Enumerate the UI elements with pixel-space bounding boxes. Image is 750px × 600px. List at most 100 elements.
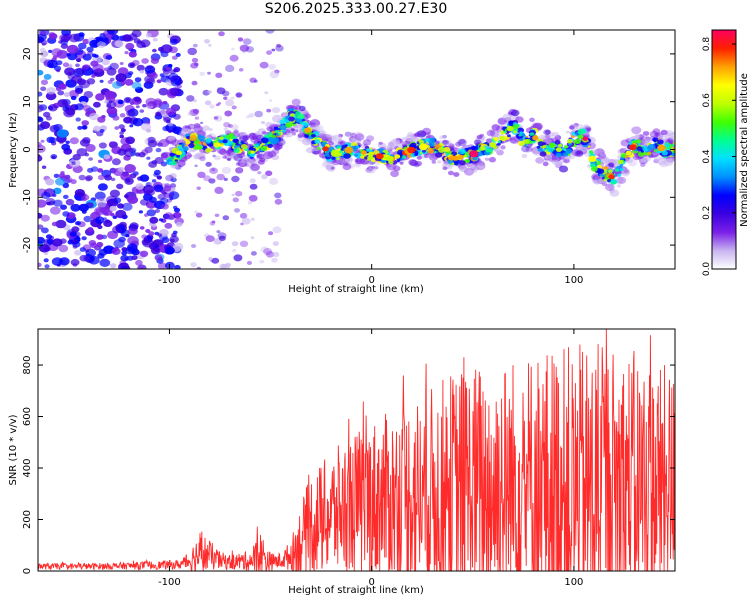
noise-speckle — [96, 41, 106, 49]
noise-speckle — [68, 33, 81, 43]
noise-speckle — [79, 247, 86, 252]
noise-speckle — [140, 39, 151, 48]
noise-speckle — [71, 75, 83, 84]
signal-peak — [588, 155, 597, 162]
noise-speckle — [271, 48, 276, 52]
noise-speckle — [168, 73, 179, 82]
noise-speckle — [62, 182, 70, 189]
signal-ridge — [366, 148, 371, 152]
noise-speckle — [38, 224, 44, 230]
noise-speckle — [95, 216, 105, 224]
signal-peak — [577, 134, 584, 140]
signal-ridge — [459, 160, 466, 166]
noise-speckle — [63, 108, 75, 118]
signal-halo — [667, 137, 674, 143]
noise-speckle — [145, 97, 157, 107]
signal-halo — [181, 127, 191, 136]
noise-speckle — [141, 234, 148, 239]
noise-speckle — [266, 50, 273, 55]
noise-speckle — [239, 44, 250, 52]
signal-ridge — [285, 122, 293, 128]
signal-peak — [625, 150, 632, 156]
signal-halo — [230, 151, 239, 159]
signal-halo — [367, 167, 376, 174]
noise-speckle — [216, 87, 226, 95]
signal-peak — [458, 154, 464, 160]
noise-speckle — [101, 59, 110, 66]
noise-speckle — [51, 257, 64, 266]
signal-ridge — [614, 168, 620, 172]
signal-halo — [202, 125, 210, 131]
signal-halo — [297, 134, 303, 138]
signal-ridge — [643, 152, 648, 156]
noise-speckle — [265, 251, 275, 258]
noise-speckle — [272, 241, 279, 247]
noise-speckle — [110, 212, 115, 217]
signal-peak — [367, 151, 374, 157]
signal-ridge — [288, 116, 295, 122]
noise-speckle — [225, 99, 235, 107]
signal-halo — [328, 141, 334, 146]
noise-speckle — [246, 115, 250, 119]
noise-speckle — [269, 70, 280, 79]
signal-ridge — [204, 148, 212, 153]
signal-halo — [224, 153, 234, 161]
noise-speckle — [241, 217, 251, 225]
spectrogram-y-tick-label: 10 — [22, 95, 33, 108]
noise-speckle — [51, 238, 63, 247]
signal-halo — [371, 166, 375, 169]
noise-speckle — [165, 66, 171, 71]
signal-halo — [267, 150, 277, 158]
signal-ridge — [500, 131, 505, 135]
noise-speckle — [223, 177, 228, 181]
signal-ridge — [512, 130, 517, 134]
signal-ridge — [370, 158, 376, 163]
noise-speckle — [77, 125, 83, 130]
signal-halo — [509, 136, 515, 141]
signal-halo — [509, 138, 517, 144]
signal-ridge — [183, 146, 189, 151]
noise-speckle — [167, 129, 173, 133]
noise-speckle — [98, 142, 107, 149]
noise-speckle — [221, 166, 232, 174]
signal-halo — [458, 163, 466, 170]
noise-speckle — [253, 79, 258, 83]
signal-ridge — [512, 124, 519, 130]
noise-speckle — [75, 67, 86, 76]
spectrogram-x-tick-label: 100 — [564, 275, 583, 286]
signal-halo — [568, 125, 575, 130]
colorbar-tick-label: 0.2 — [702, 206, 712, 220]
noise-speckle — [248, 194, 258, 202]
signal-ridge — [197, 146, 203, 150]
spectrogram-y-tick-label: -10 — [22, 189, 33, 205]
noise-speckle — [175, 52, 181, 57]
signal-halo — [332, 134, 342, 143]
noise-speckle — [116, 183, 124, 190]
noise-speckle — [205, 161, 212, 167]
signal-halo — [485, 138, 493, 144]
signal-halo — [378, 141, 383, 145]
noise-speckle — [53, 199, 63, 207]
signal-halo — [624, 156, 634, 164]
signal-ridge — [519, 131, 523, 134]
signal-ridge — [565, 148, 573, 154]
signal-ridge — [472, 156, 478, 161]
noise-speckle — [165, 107, 177, 116]
snr-x-tick-label: 0 — [368, 577, 374, 588]
noise-speckle — [61, 143, 71, 151]
noise-speckle — [88, 255, 100, 265]
noise-speckle — [48, 104, 58, 112]
noise-speckle — [162, 69, 170, 75]
signal-halo — [285, 131, 293, 138]
signal-ridge — [537, 147, 544, 152]
noise-speckle — [38, 262, 42, 268]
noise-speckle — [249, 183, 258, 190]
signal-ridge — [414, 153, 418, 157]
noise-speckle — [242, 38, 252, 45]
noise-speckle — [160, 44, 173, 54]
signal-halo — [453, 172, 460, 177]
snr-marks — [38, 329, 675, 571]
noise-speckle — [250, 236, 255, 240]
signal-peak — [608, 174, 615, 180]
signal-ridge — [181, 143, 186, 147]
